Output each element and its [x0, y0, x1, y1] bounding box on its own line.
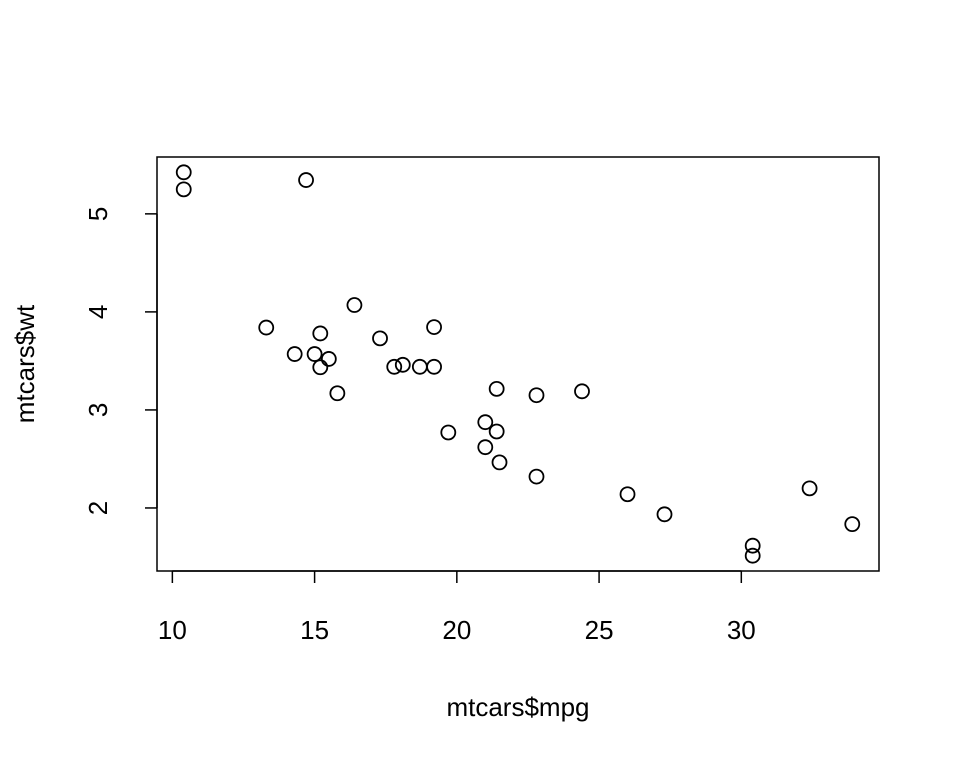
point — [386, 358, 403, 375]
x-axis-title: mtcars$mpg — [446, 692, 589, 722]
point — [306, 346, 323, 362]
plot-box — [156, 156, 880, 572]
x-tick-label: 10 — [158, 615, 187, 645]
point — [312, 325, 329, 342]
point — [528, 468, 545, 485]
point — [426, 358, 442, 375]
point — [329, 385, 346, 402]
point — [844, 516, 861, 533]
point — [426, 319, 442, 335]
point — [477, 414, 494, 431]
x-tick-label: 15 — [300, 615, 329, 645]
point — [346, 297, 363, 313]
point — [298, 172, 314, 188]
x-tick-label: 30 — [727, 615, 756, 645]
x-tick-label: 25 — [585, 615, 614, 645]
point — [175, 164, 192, 181]
point — [372, 330, 388, 347]
point — [744, 537, 761, 554]
point — [286, 346, 303, 362]
point — [394, 356, 411, 373]
point — [744, 547, 761, 564]
point — [488, 380, 505, 397]
point — [619, 486, 636, 503]
y-tick-label: 5 — [83, 207, 113, 221]
y-tick-label: 4 — [83, 305, 113, 319]
point — [175, 181, 192, 198]
point — [477, 439, 494, 456]
y-tick-label: 2 — [83, 501, 113, 515]
point — [440, 424, 457, 441]
x-tick-label: 20 — [442, 615, 471, 645]
y-tick-label: 3 — [83, 403, 113, 417]
point — [320, 351, 337, 367]
point — [801, 480, 818, 497]
point — [312, 359, 329, 376]
point — [258, 319, 275, 336]
point — [656, 506, 673, 523]
point — [574, 383, 590, 400]
point — [488, 423, 505, 440]
point — [491, 454, 508, 471]
point — [528, 387, 545, 404]
point — [411, 358, 428, 375]
y-axis-title: mtcars$wt — [10, 304, 40, 423]
